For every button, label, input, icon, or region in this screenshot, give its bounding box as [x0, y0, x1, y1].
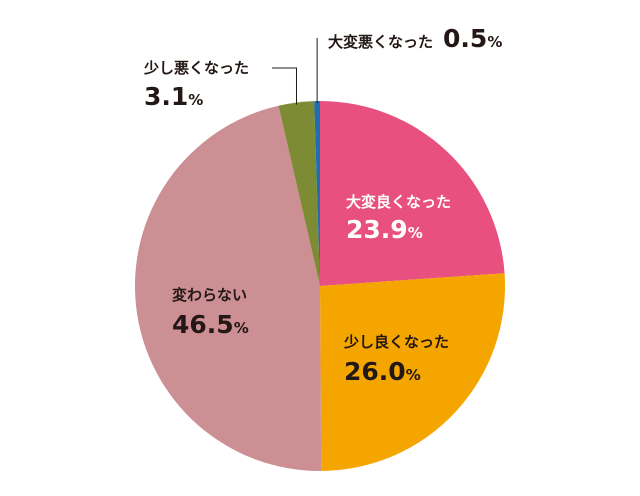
- slice-value-line-unchanged: 46.5%: [172, 310, 249, 339]
- slice-unit-slightly-worse: %: [188, 91, 203, 109]
- leader-lines: [272, 38, 318, 105]
- slice-unit-slightly-improved: %: [406, 366, 421, 384]
- pie-slice-very-improved: [320, 100, 505, 286]
- slice-value-very-worse: 0.5: [443, 24, 487, 53]
- slice-value-line-slightly-worse: 3.1%: [144, 82, 203, 111]
- slice-value-slightly-worse: 3.1: [144, 82, 188, 111]
- pie-slices: [134, 100, 506, 472]
- slice-value-line-very-improved: 23.9%: [346, 215, 423, 244]
- pie-slice-slightly-worse: [278, 101, 320, 286]
- slice-label-group-slightly-improved: 少し良くなった 26.0%: [343, 333, 449, 386]
- slice-label-very-worse: 大変悪くなった: [328, 33, 433, 51]
- slice-value-line-slightly-improved: 26.0%: [344, 357, 421, 386]
- slice-value-unchanged: 46.5: [172, 310, 234, 339]
- slice-unit-unchanged: %: [234, 319, 249, 337]
- slice-label-group-slightly-worse: 少し悪くなった 3.1%: [143, 59, 249, 111]
- slice-label-slightly-improved: 少し良くなった: [343, 333, 449, 351]
- pie-slice-very-worse: [314, 101, 320, 286]
- pie-slice-unchanged: [134, 105, 322, 472]
- slice-label-group-unchanged: 変わらない 46.5%: [172, 286, 249, 339]
- slice-label-group-very-worse: 大変悪くなった 0.5%: [328, 24, 502, 53]
- slice-label-unchanged: 変わらない: [172, 286, 247, 304]
- slice-unit-very-improved: %: [408, 224, 423, 242]
- slice-label-very-improved: 大変良くなった: [346, 193, 451, 211]
- leader-line-slightly-worse: [272, 67, 297, 105]
- slice-label-group-very-improved: 大変良くなった 23.9%: [346, 193, 451, 244]
- slice-unit-very-worse: %: [487, 33, 502, 51]
- slice-value-slightly-improved: 26.0: [344, 357, 406, 386]
- pie-slice-slightly-improved: [320, 273, 506, 471]
- slice-label-line-very-worse: 大変悪くなった 0.5%: [328, 24, 502, 53]
- slice-label-slightly-worse: 少し悪くなった: [143, 59, 249, 77]
- slice-value-very-improved: 23.9: [346, 215, 408, 244]
